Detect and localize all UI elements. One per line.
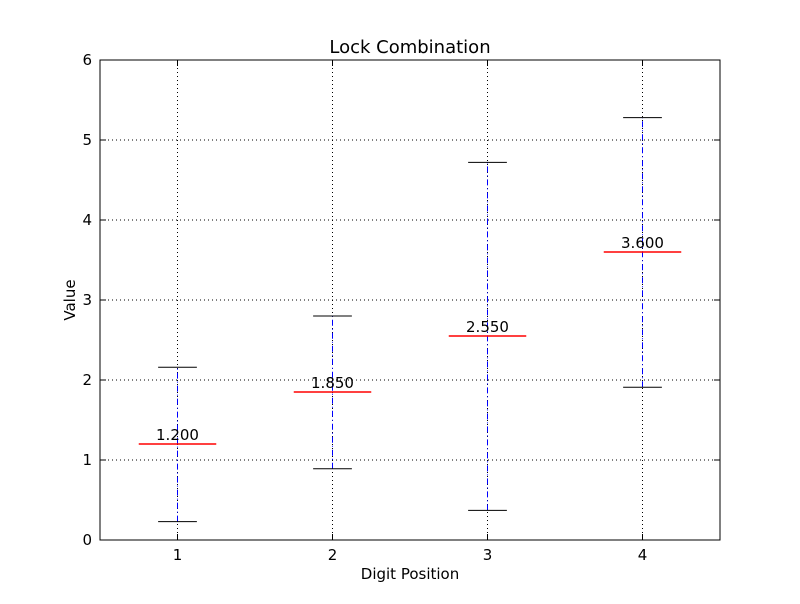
median-value-label: 1.200 <box>156 426 199 444</box>
y-tick-label: 6 <box>82 51 92 69</box>
marks-layer <box>138 117 682 523</box>
grid-layer <box>100 59 720 541</box>
y-tick-label: 5 <box>82 131 92 149</box>
x-tick-label: 1 <box>173 546 183 564</box>
median-value-label: 3.600 <box>621 234 664 252</box>
y-tick-label: 2 <box>82 371 92 389</box>
median-value-label: 2.550 <box>466 318 509 336</box>
x-tick-label: 2 <box>328 546 338 564</box>
y-tick-label: 0 <box>82 531 92 549</box>
x-tick-label: 4 <box>638 546 648 564</box>
median-value-label: 1.850 <box>311 374 354 392</box>
y-tick-label: 3 <box>82 291 92 309</box>
y-tick-label: 4 <box>82 211 92 229</box>
x-tick-label: 3 <box>483 546 493 564</box>
y-axis-label: Value <box>61 279 79 320</box>
chart-title: Lock Combination <box>329 37 490 58</box>
y-tick-label: 1 <box>82 451 92 469</box>
x-axis-label: Digit Position <box>361 565 459 583</box>
labels-layer: 1 2 3 4 0 1 2 3 4 5 6 1.200 1.850 2.550 3.600 <box>82 51 664 564</box>
ticks-layer <box>100 59 720 541</box>
